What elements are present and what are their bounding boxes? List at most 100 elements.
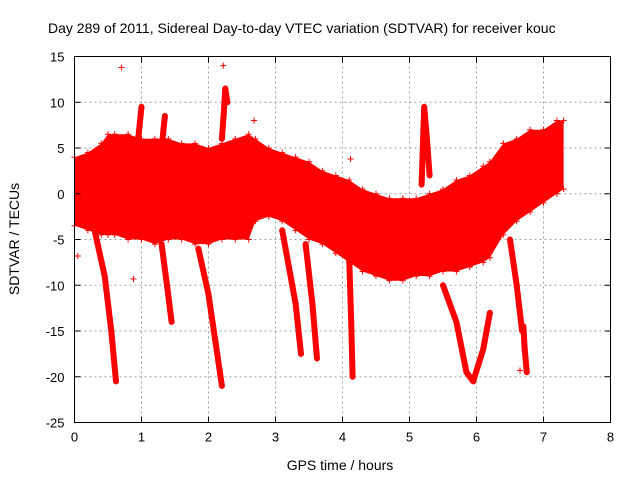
data-point-lower (279, 218, 286, 225)
data-point-upper (386, 195, 393, 202)
negative-spike-point (163, 282, 170, 289)
x-tick-label: 4 (339, 430, 346, 445)
data-point-lower (440, 268, 446, 275)
data-point-upper (426, 190, 433, 197)
negative-spike-point (279, 227, 286, 234)
x-tick-label: 7 (540, 430, 547, 445)
data-point-lower (426, 273, 433, 280)
negative-spike-point (292, 300, 299, 307)
positive-spike-point (423, 135, 430, 142)
positive-spike (158, 113, 168, 151)
data-point-upper (553, 117, 560, 124)
data-point-lower (527, 209, 534, 216)
data-point-lower (466, 263, 473, 270)
negative-spike-point (463, 369, 470, 376)
negative-spike-point (348, 318, 355, 325)
x-tick-label: 2 (205, 430, 212, 445)
positive-spike-point (218, 135, 225, 142)
data-point-lower (265, 213, 272, 220)
y-tick-label: 0 (57, 187, 64, 202)
negative-spike-point (520, 323, 527, 330)
negative-spike-point (212, 337, 219, 344)
data-point-upper (373, 190, 379, 197)
positive-spike-point (161, 112, 168, 119)
data-point-lower (373, 273, 379, 280)
data-point-lower (205, 241, 212, 248)
negative-spike-point (507, 236, 513, 243)
y-tick-label: 10 (50, 95, 64, 110)
data-point-lower (125, 236, 132, 243)
data-point-upper (192, 140, 199, 147)
data-point-upper (178, 140, 185, 147)
negative-spike-point (314, 355, 321, 362)
positive-spike-point (158, 145, 165, 151)
data-point-lower (332, 250, 339, 257)
negative-spike-point (205, 291, 212, 298)
positive-spike-point (135, 135, 142, 142)
outlier-point (74, 252, 81, 259)
data-point-upper (232, 135, 239, 142)
negative-spike-point (297, 350, 304, 357)
data-point-upper (292, 154, 299, 161)
data-point-lower (138, 236, 145, 243)
data-point-upper (265, 145, 272, 151)
x-tick-label: 5 (406, 430, 413, 445)
chart-title: Day 289 of 2011, Sidereal Day-to-day VTE… (48, 20, 556, 36)
data-point-lower (105, 231, 111, 238)
y-tick-label: -15 (46, 324, 65, 339)
data-point-upper (466, 172, 473, 179)
data-band (74, 120, 564, 281)
data-point-upper (399, 195, 406, 202)
x-axis-label: GPS time / hours (287, 457, 394, 473)
data-point-upper (359, 186, 366, 193)
negative-spike-point (113, 378, 120, 385)
negative-spike (195, 245, 225, 389)
data-point-upper (151, 135, 158, 142)
negative-spike (302, 241, 320, 362)
data-point-upper (84, 149, 91, 156)
x-tick-label: 8 (607, 430, 614, 445)
data-point-lower (245, 236, 252, 243)
negative-spike-point (158, 241, 165, 248)
positive-spike (135, 103, 145, 142)
data-points (71, 62, 567, 389)
negative-spike (279, 227, 304, 357)
data-point-upper (98, 140, 105, 147)
negative-spike-point (309, 300, 316, 307)
data-point-upper (453, 177, 460, 184)
positive-spike-point (224, 99, 231, 106)
negative-spike-point (480, 346, 487, 353)
outlier-point (220, 62, 227, 69)
data-point-lower (386, 277, 393, 284)
data-point-lower (84, 227, 91, 234)
x-tick-label: 1 (138, 430, 145, 445)
data-point-lower (553, 190, 560, 197)
y-axis-label: SDTVAR / TECUs (6, 183, 22, 295)
data-point-lower (111, 231, 118, 238)
negative-spike (346, 254, 356, 380)
data-point-lower (480, 259, 487, 266)
data-point-upper (413, 195, 420, 202)
data-point-lower (359, 268, 366, 275)
negative-spike-point (470, 378, 477, 385)
data-point-upper (165, 135, 172, 142)
data-point-lower (252, 218, 259, 225)
negative-spike-point (440, 282, 446, 289)
positive-spike-point (426, 172, 433, 179)
negative-spike-point (521, 346, 528, 353)
data-point-upper (111, 131, 118, 138)
negative-spike (91, 227, 119, 385)
data-point-upper (205, 145, 212, 151)
data-point-lower (319, 241, 326, 248)
data-point-lower (192, 241, 199, 248)
data-point-lower (413, 273, 420, 280)
positive-spike-point (418, 181, 425, 188)
data-point-lower (98, 231, 105, 238)
data-point-upper (306, 158, 312, 165)
outlier-point (251, 117, 258, 124)
positive-spike-point (222, 85, 229, 92)
negative-spike-point (346, 254, 353, 261)
data-point-upper (319, 167, 326, 174)
outlier-point (347, 155, 354, 162)
positive-spike-point (138, 103, 145, 110)
